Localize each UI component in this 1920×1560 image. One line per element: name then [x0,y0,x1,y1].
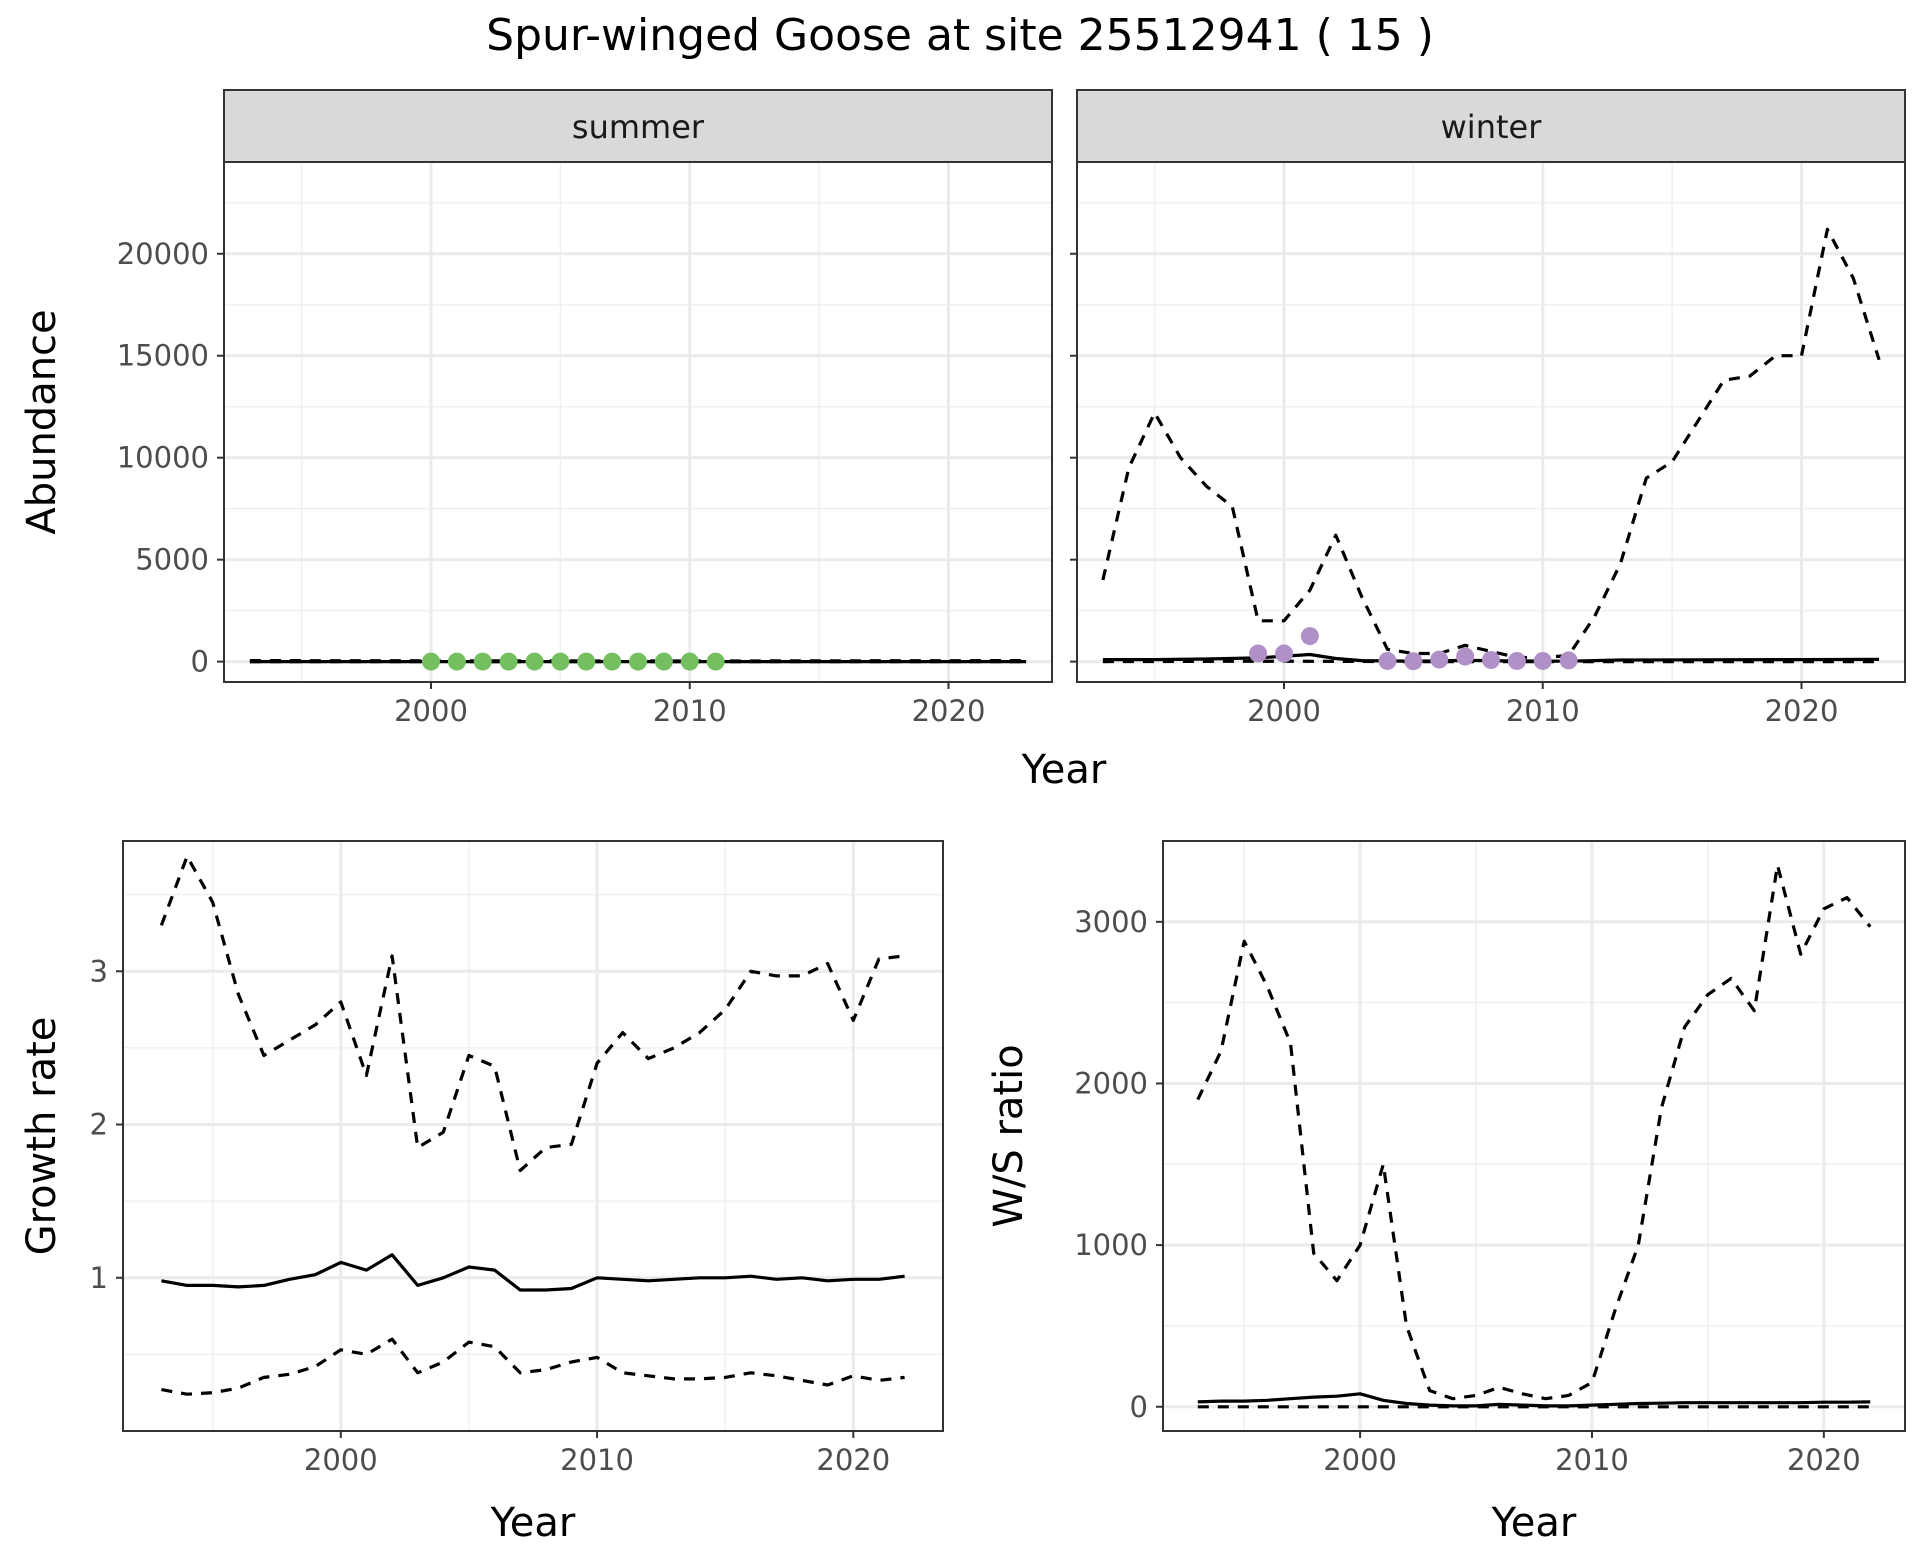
x-axis-title: Year [490,1500,576,1546]
y-tick-label: 0 [1130,1390,1148,1424]
y-tick-label: 10000 [117,441,209,475]
observed-point [1378,651,1397,670]
x-axis-title: Year [1021,747,1107,793]
observed-point [447,652,466,671]
growth-panel: 2000 2010 2020 1 2 3 [90,840,944,1477]
facet-strip [223,89,1053,163]
x-tick-label: 2010 [560,1443,634,1477]
x-tick-label: 2010 [1555,1443,1629,1477]
observed-point [1559,651,1578,670]
observed-point [551,652,570,671]
observed-point [473,652,492,671]
observed-point [577,652,596,671]
y-tick-label: 3000 [1074,905,1148,939]
observed-point [1430,650,1449,669]
facet-strip [1076,89,1906,163]
facet-strip-label: winter [1441,108,1543,146]
y-tick-label: 5000 [135,543,209,577]
x-tick-label: 2000 [304,1443,378,1477]
x-tick-label: 2000 [1323,1443,1397,1477]
observed-point [499,652,518,671]
x-axis-title: Year [1491,1500,1577,1546]
panel-border [223,161,1053,683]
solid-series-line [161,1253,905,1292]
x-tick-label: 2010 [653,694,727,728]
chart-title: Spur-winged Goose at site 25512941 ( 15 … [486,10,1434,61]
observed-point [1456,647,1475,666]
y-tick-label: 20000 [117,237,209,271]
observed-point [422,652,440,671]
x-tick-label: 2020 [1787,1443,1861,1477]
x-tick-label: 2000 [394,694,468,728]
x-tick-label: 2010 [1506,694,1580,728]
x-tick-label: 2020 [1765,694,1839,728]
panel-border [1076,161,1906,683]
dashed-series-line [1196,863,1872,1401]
observed-point [680,652,699,671]
ws-ratio-panel: 2000 2010 2020 0 1000 2000 3000 [1074,840,1906,1477]
observed-point [1300,627,1319,646]
facet-strip-label: summer [572,108,705,146]
solid-series-line [1197,1392,1871,1408]
x-tick-label: 2020 [816,1443,890,1477]
y-tick-label: 1000 [1074,1228,1148,1262]
observed-point [1482,650,1500,669]
observed-point [1249,644,1268,663]
panel-border [122,840,944,1432]
y-tick-label: 15000 [117,339,209,373]
observed-point [1507,651,1526,670]
y-tick-label: 2000 [1074,1066,1148,1100]
y-axis-title: Abundance [19,309,65,534]
observed-point [1404,652,1423,671]
dashed-series-line [161,1337,905,1396]
observed-point [1275,644,1293,663]
x-tick-label: 2000 [1247,694,1321,728]
x-tick-label: 2020 [912,694,986,728]
y-tick-label: 2 [90,1108,108,1142]
observed-point [603,652,622,671]
y-tick-label: 0 [191,645,209,679]
summer-panel: 2000 2010 2020 0 5000 10000 15000 20000 [117,161,1053,728]
observed-point [706,652,725,671]
y-axis-title: W/S ratio [986,1044,1032,1227]
observed-point [654,652,673,671]
y-tick-label: 1 [90,1261,108,1295]
observed-point [1533,651,1552,670]
winter-panel: 2000 2010 2020 [1070,161,1906,728]
dashed-series-line [1101,227,1881,660]
observed-point [525,652,544,671]
observed-point [629,652,647,671]
y-axis-title: Growth rate [19,1017,65,1256]
y-tick-label: 3 [90,954,108,988]
panel-border [1162,840,1906,1432]
